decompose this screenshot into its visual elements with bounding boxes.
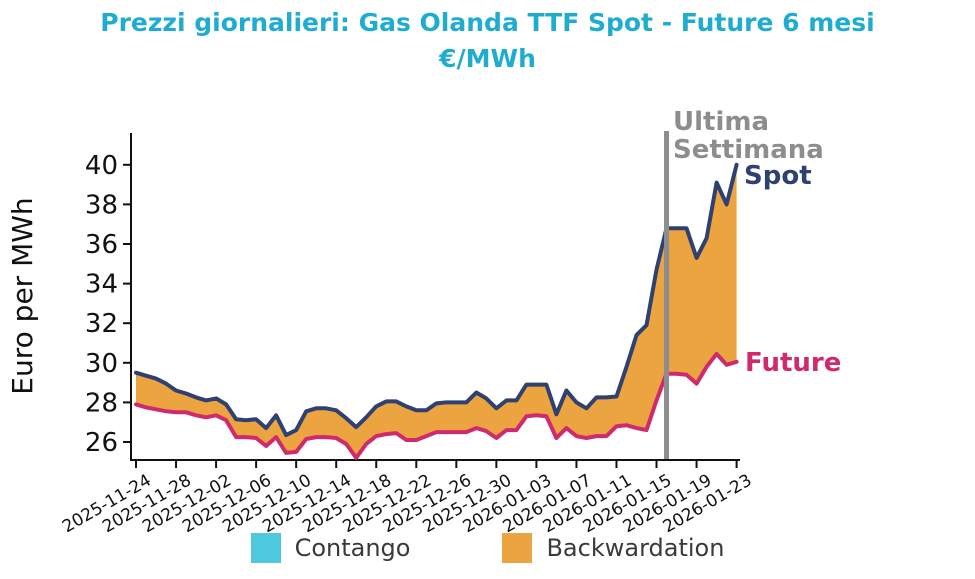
y-tick-label: 34	[85, 270, 118, 300]
backwardation-swatch	[502, 533, 533, 563]
y-tick-label: 40	[85, 151, 118, 181]
chart-geometry: 26283032343638402025-11-242025-11-282025…	[59, 131, 755, 537]
backwardation-label: Backwardation	[546, 534, 725, 562]
y-axis-title: Euro per MWh	[6, 197, 39, 394]
chart-title-line2: €/MWh	[439, 44, 536, 73]
last-week-annotation-line2: Settimana	[673, 135, 824, 165]
y-tick-label: 30	[85, 349, 118, 379]
y-tick-label: 32	[85, 309, 118, 339]
future-line	[134, 351, 739, 460]
y-tick-label: 38	[85, 190, 118, 220]
spot-line	[134, 162, 739, 438]
chart-title: Prezzi giornalieri: Gas Olanda TTF Spot …	[0, 5, 975, 77]
legend-item-contango: Contango	[250, 533, 411, 563]
chart-title-line1: Prezzi giornalieri: Gas Olanda TTF Spot …	[100, 8, 875, 37]
spot-series-label: Spot	[744, 161, 812, 191]
y-tick-label: 28	[85, 388, 118, 418]
contango-label: Contango	[294, 534, 411, 562]
last-week-annotation-line1: Ultima	[673, 107, 769, 137]
legend: Contango Backwardation	[0, 533, 975, 563]
y-tick-label: 36	[85, 230, 118, 260]
legend-item-backwardation: Backwardation	[502, 533, 724, 563]
contango-swatch	[250, 533, 281, 563]
future-series-label: Future	[745, 348, 841, 378]
backwardation-area	[136, 164, 737, 458]
y-tick-label: 26	[85, 428, 118, 458]
